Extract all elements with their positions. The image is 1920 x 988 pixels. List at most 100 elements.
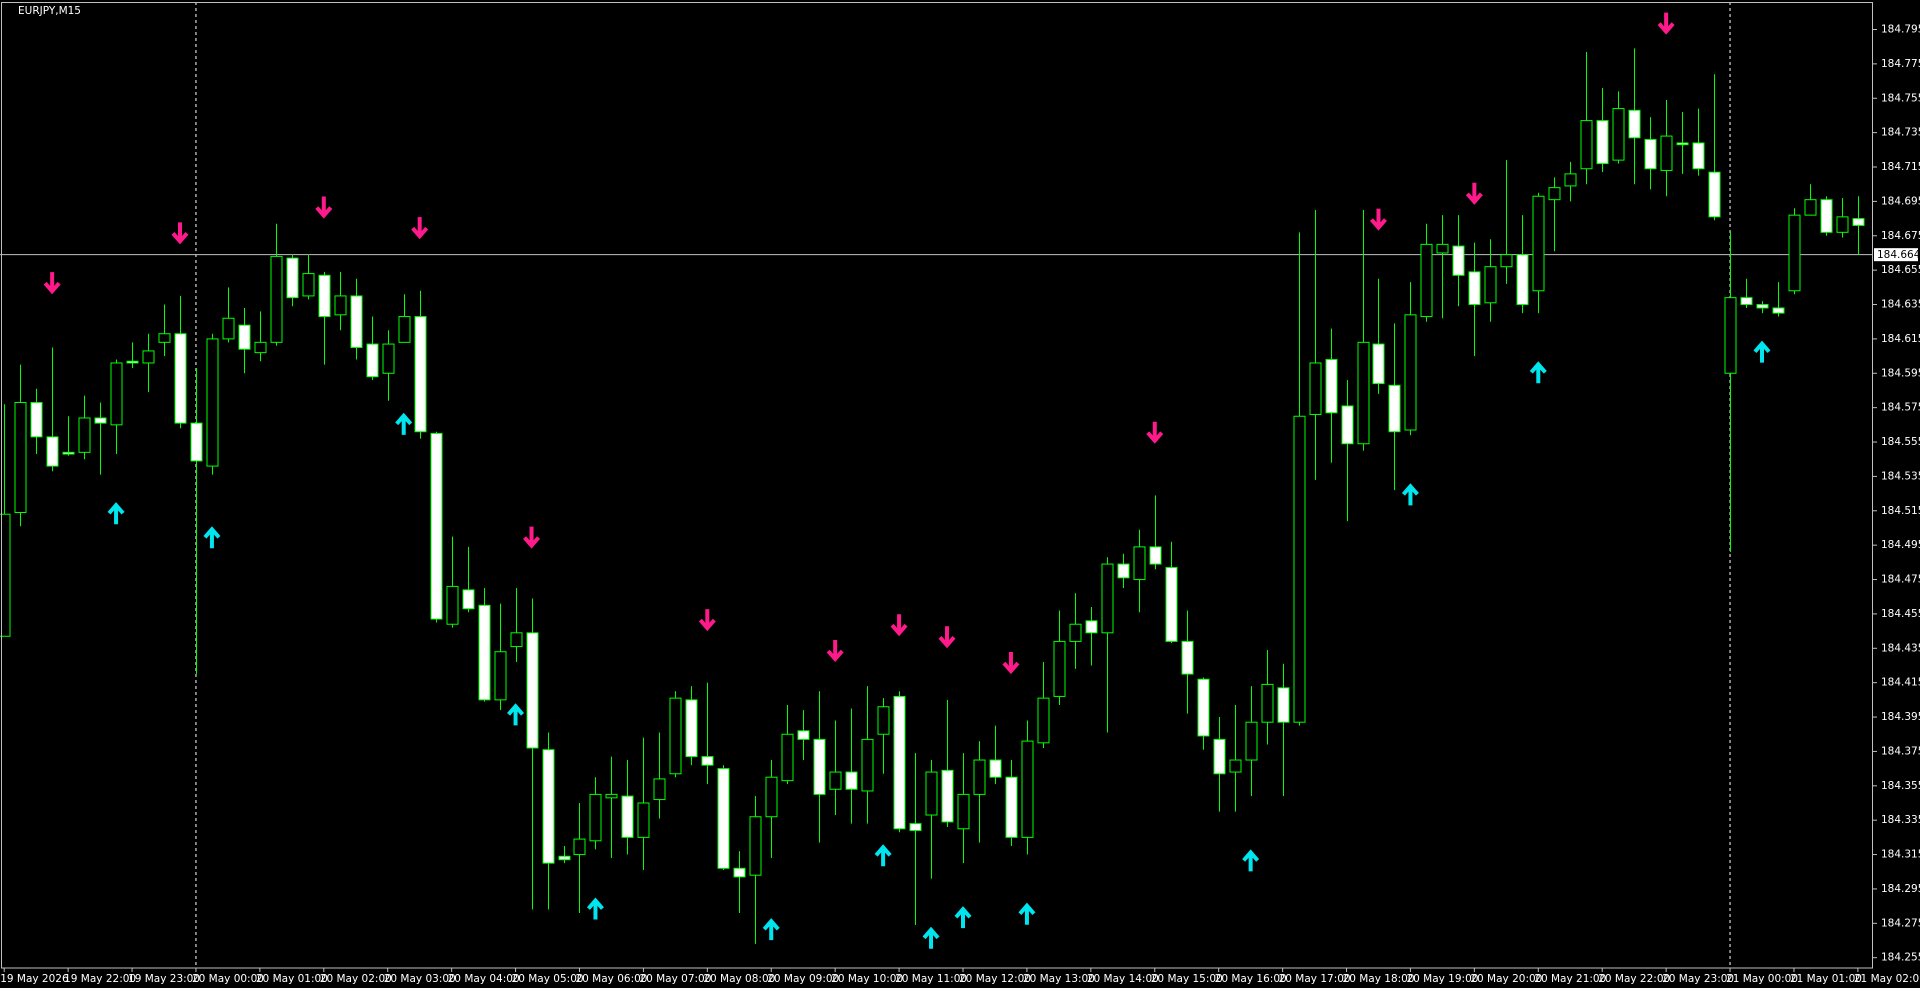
- candle-body-bull: [446, 585, 459, 625]
- candle-body-bull: [573, 838, 586, 856]
- y-tick-label: 184.675: [1881, 230, 1920, 242]
- candle-body-bear: [350, 295, 363, 348]
- candle-body-bull: [510, 632, 523, 648]
- candle-body-bull: [270, 255, 283, 343]
- x-tick-label: 20 May 03:00: [384, 973, 456, 985]
- buy-arrow: [395, 412, 413, 435]
- buy-arrow: [107, 502, 125, 525]
- candle-body-bull: [14, 401, 27, 514]
- x-tick-label: 20 May 16:00: [1215, 973, 1287, 985]
- x-tick-label: 20 May 18:00: [1343, 973, 1415, 985]
- candle-body-bull: [1804, 199, 1817, 216]
- buy-arrow: [586, 897, 604, 920]
- y-tick-label: 184.515: [1881, 505, 1920, 517]
- candle-body-bear: [30, 401, 43, 438]
- candle-body-bull: [158, 333, 171, 343]
- buy-arrow: [954, 906, 972, 929]
- sell-arrow: [1146, 421, 1164, 444]
- candle-body-bull: [110, 362, 123, 426]
- candle-body-bull: [1021, 740, 1034, 838]
- candle-body-bear: [1676, 142, 1689, 146]
- candle-body-bull: [302, 273, 315, 297]
- candle-body-bull: [637, 802, 650, 838]
- candle-body-bear: [1852, 218, 1865, 226]
- candle-body-bear: [1149, 546, 1162, 565]
- candle-body-bear: [414, 316, 427, 433]
- y-tick-label: 184.635: [1881, 299, 1920, 311]
- candle-body-bear: [893, 695, 906, 830]
- x-tick-label: 20 May 20:00: [1470, 973, 1542, 985]
- candle-body-bull: [1229, 759, 1242, 773]
- y-tick-label: 184.355: [1881, 780, 1920, 792]
- x-tick-label: 20 May 17:00: [1279, 973, 1351, 985]
- y-tick-label: 184.295: [1881, 883, 1920, 895]
- candle-body-bear: [1341, 405, 1354, 445]
- candle-body-bear: [1692, 142, 1705, 170]
- candle-body-bull: [1133, 546, 1146, 581]
- buy-arrow: [762, 918, 780, 941]
- y-tick-label: 184.755: [1881, 92, 1920, 104]
- candle-body-bull: [1293, 415, 1306, 723]
- candle-body-bull: [861, 738, 874, 792]
- x-tick-label: 21 May 01:00: [1790, 973, 1862, 985]
- x-tick-label: 19 May 22:00: [64, 973, 136, 985]
- sell-arrow: [43, 272, 61, 295]
- candle-body-bull: [1500, 254, 1513, 268]
- y-tick-label: 184.495: [1881, 539, 1920, 551]
- x-tick-label: 19 May 23:00: [128, 973, 200, 985]
- candle-body-bear: [1197, 678, 1210, 737]
- x-tick-label: 20 May 09:00: [767, 973, 839, 985]
- candle-body-bear: [685, 699, 698, 758]
- candle-body-bear: [1628, 109, 1641, 139]
- buy-arrow: [1753, 340, 1771, 363]
- bid-label-box: [1874, 248, 1918, 262]
- candle-body-bull: [877, 706, 890, 735]
- buy-arrow: [203, 526, 221, 549]
- sell-arrow: [315, 196, 333, 219]
- candle-body-bear: [717, 768, 730, 869]
- bid-label: 184.664: [1877, 249, 1920, 261]
- y-tick-label: 184.735: [1881, 127, 1920, 139]
- candle-body-bull: [254, 341, 267, 354]
- candle-body-bear: [430, 432, 443, 620]
- candle-body-bear: [1213, 738, 1226, 775]
- candle-body-bear: [558, 855, 571, 861]
- candle-body-bear: [1005, 776, 1018, 838]
- y-tick-label: 184.575: [1881, 402, 1920, 414]
- x-tick-label: 20 May 22:00: [1598, 973, 1670, 985]
- sell-arrow: [1465, 182, 1483, 205]
- candle-body-bear: [1181, 640, 1194, 675]
- candle-body-bull: [653, 778, 666, 801]
- candle-body-bear: [1085, 620, 1098, 634]
- candle-body-bull: [78, 417, 91, 453]
- candle-body-bull: [1724, 297, 1737, 374]
- candle-body-bear: [174, 333, 187, 424]
- candle-body-bull: [589, 793, 602, 842]
- y-tick-label: 184.335: [1881, 814, 1920, 826]
- candle-body-bull: [925, 771, 938, 816]
- candle-body-bull: [749, 816, 762, 876]
- buy-arrow: [922, 926, 940, 949]
- x-tick-label: 20 May 11:00: [895, 973, 967, 985]
- candle-body-bull: [973, 759, 986, 795]
- candle-body-bear: [1740, 297, 1753, 306]
- y-tick-label: 184.695: [1881, 195, 1920, 207]
- y-tick-label: 184.715: [1881, 161, 1920, 173]
- candle-body-bull: [0, 513, 11, 637]
- candle-body-bear: [462, 589, 475, 610]
- y-tick-label: 184.795: [1881, 24, 1920, 36]
- candle-body-bull: [1101, 563, 1114, 634]
- candle-body-bear: [621, 795, 634, 838]
- x-tick-label: 20 May 12:00: [959, 973, 1031, 985]
- candle-body-bull: [1069, 623, 1082, 642]
- candle-body-bear: [542, 749, 555, 864]
- x-tick-label: 20 May 15:00: [1151, 973, 1223, 985]
- candle-body-bear: [238, 324, 251, 350]
- candle-body-bear: [813, 738, 826, 795]
- x-tick-label: 19 May 2026: [0, 973, 69, 985]
- sell-arrow: [1002, 652, 1020, 675]
- candle-body-bear: [1277, 687, 1290, 723]
